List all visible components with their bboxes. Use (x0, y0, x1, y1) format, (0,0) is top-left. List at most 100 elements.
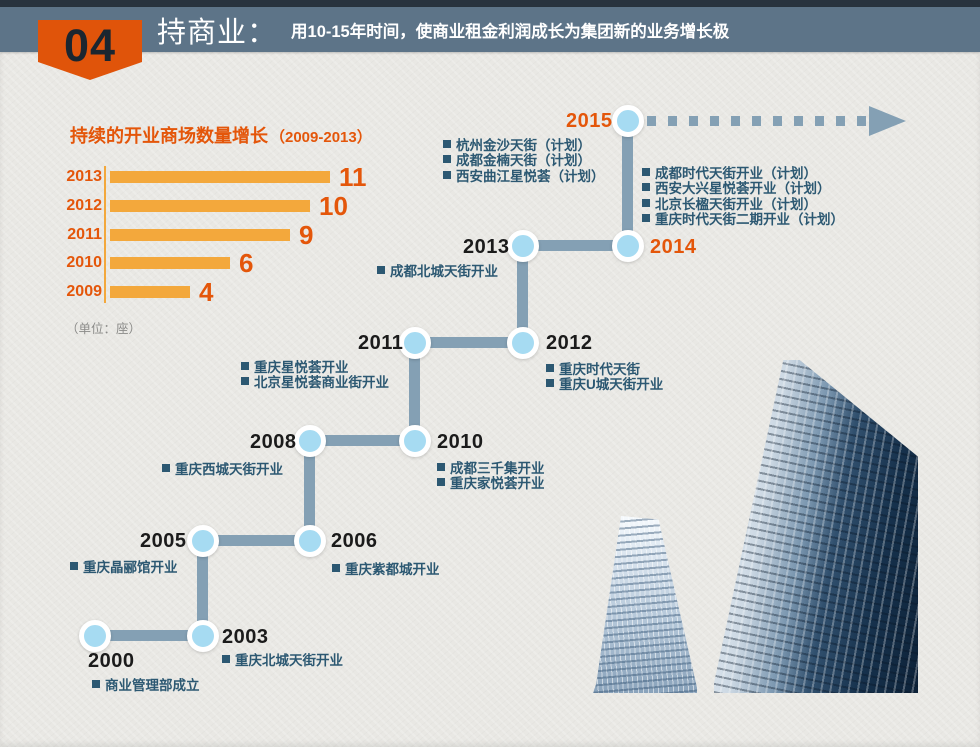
bullet-icon (642, 214, 650, 223)
bar (110, 257, 230, 269)
event-item-text: 重庆家悦荟开业 (450, 476, 545, 492)
event-item-text: 西安曲江星悦荟（计划） (456, 168, 605, 184)
unit-note: （单位：座） (66, 322, 142, 336)
page-subtitle: 用10-15年时间，使商业租金利润成长为集团新的业务增长极 (291, 22, 730, 41)
event-item-text: 西安大兴星悦荟开业（计划） (655, 181, 831, 197)
event-item-text: 重庆晶郦馆开业 (83, 559, 178, 575)
bullet-icon (443, 139, 451, 148)
timeline-node-2010 (399, 425, 431, 457)
event-items-2008: 重庆西城天街开业 (162, 460, 283, 477)
bar-row: 2010 6 (62, 250, 253, 276)
chart-title-text: 持续的开业商场数量增长 (70, 126, 268, 146)
event-item-text: 重庆U城天街开业 (559, 377, 664, 393)
year-label-2011: 2011 (358, 332, 404, 354)
year-label-2014: 2014 (650, 236, 697, 258)
bar (110, 200, 310, 212)
event-item-text: 成都三千集开业 (450, 460, 545, 476)
section-number: 04 (63, 20, 117, 71)
timeline-line (517, 246, 528, 343)
bar-row: 2011 9 (62, 222, 313, 248)
bullet-icon (546, 379, 554, 388)
year-label-2015: 2015 (566, 110, 613, 132)
bar-value: 4 (199, 277, 214, 307)
year-label-2008: 2008 (250, 431, 297, 453)
bar-row: 2012 10 (62, 193, 348, 219)
bullet-icon (437, 478, 445, 487)
timeline-line (304, 441, 315, 541)
event-item-text: 成都北城天街开业 (390, 263, 498, 279)
bar-row: 2009 4 (62, 279, 213, 305)
header-band: 持商业： 用10-15年时间，使商业租金利润成长为集团新的业务增长极 (0, 7, 980, 52)
bullet-icon (377, 265, 385, 274)
arrow-head-icon (869, 106, 906, 136)
timeline-node-2003 (187, 620, 219, 652)
chart-title: 持续的开业商场数量增长 （2009-2013） (70, 122, 372, 148)
year-label-2013: 2013 (463, 236, 510, 258)
event-item-text: 成都金楠天街（计划） (456, 153, 591, 169)
event-item-text: 重庆紫都城开业 (345, 561, 440, 577)
bar (110, 229, 290, 241)
event-item-text: 重庆北城天街开业 (235, 652, 343, 668)
timeline-node-2014 (612, 230, 644, 262)
timeline-node-2005 (187, 525, 219, 557)
timeline-line (310, 435, 415, 446)
event-items-2000: 商业管理部成立 (92, 676, 200, 693)
year-label-2000: 2000 (88, 650, 135, 672)
event-item-text: 重庆时代天街二期开业（计划） (655, 212, 844, 228)
timeline-node-2013 (507, 230, 539, 262)
event-items-2013: 成都北城天街开业 (377, 262, 498, 279)
chart-axis-line (104, 166, 106, 303)
bullet-icon (332, 563, 340, 572)
bullet-icon (162, 463, 170, 472)
bullet-icon (241, 361, 249, 370)
bar-year-label: 2009 (66, 283, 102, 300)
event-items-2006: 重庆紫都城开业 (332, 560, 440, 577)
timeline-node-2011 (399, 327, 431, 359)
timeline-line (95, 630, 203, 641)
event-item-text: 杭州金沙天街（计划） (456, 137, 591, 153)
event-item-text: 重庆时代天街 (559, 361, 640, 377)
timeline-line (203, 535, 310, 546)
event-items-2005: 重庆晶郦馆开业 (70, 558, 178, 575)
bullet-icon (241, 377, 249, 386)
section-number-badge: 04 (38, 20, 142, 80)
event-item-text: 北京长楹天街开业（计划） (655, 196, 817, 212)
timeline-line (415, 337, 523, 348)
timeline-line (197, 541, 208, 636)
year-label-2006: 2006 (331, 530, 378, 552)
event-items-2010: 成都三千集开业 重庆家悦荟开业 (437, 459, 545, 492)
event-item-text: 重庆星悦荟开业 (254, 359, 349, 375)
timeline-line (409, 343, 420, 441)
timeline-node-2000 (79, 620, 111, 652)
bar-value: 9 (299, 220, 314, 250)
timeline-node-2015 (612, 105, 644, 137)
bar-year-label: 2010 (66, 254, 102, 271)
chart-title-range: （2009-2013） (270, 129, 372, 146)
building-photo-left (593, 516, 697, 693)
top-dark-strip (0, 0, 980, 7)
timeline-line (523, 240, 628, 251)
event-item-text: 重庆西城天街开业 (175, 461, 283, 477)
bar-row: 2013 11 (62, 162, 367, 192)
bar-year-label: 2011 (67, 226, 102, 243)
bullet-icon (642, 167, 650, 176)
event-item-text: 北京星悦荟商业街开业 (254, 375, 389, 391)
bullet-icon (222, 654, 230, 663)
bar-year-label: 2012 (66, 197, 102, 214)
event-items-2014: 成都时代天街开业（计划） 西安大兴星悦荟开业（计划） 北京长楹天街开业（计划） … (642, 164, 844, 228)
dashed-future-line (647, 116, 869, 126)
year-label-2010: 2010 (437, 431, 484, 453)
bar (110, 171, 330, 183)
bar (110, 286, 190, 298)
event-items-2015: 杭州金沙天街（计划） 成都金楠天街（计划） 西安曲江星悦荟（计划） (443, 136, 605, 184)
bullet-icon (443, 155, 451, 164)
bar-value: 11 (339, 162, 367, 192)
bullet-icon (642, 183, 650, 192)
timeline-node-2006 (294, 525, 326, 557)
building-photo-right (714, 360, 918, 693)
bullet-icon (443, 170, 451, 179)
year-label-2003: 2003 (222, 626, 269, 648)
event-item-text: 成都时代天街开业（计划） (655, 165, 817, 181)
timeline-line (622, 121, 633, 246)
